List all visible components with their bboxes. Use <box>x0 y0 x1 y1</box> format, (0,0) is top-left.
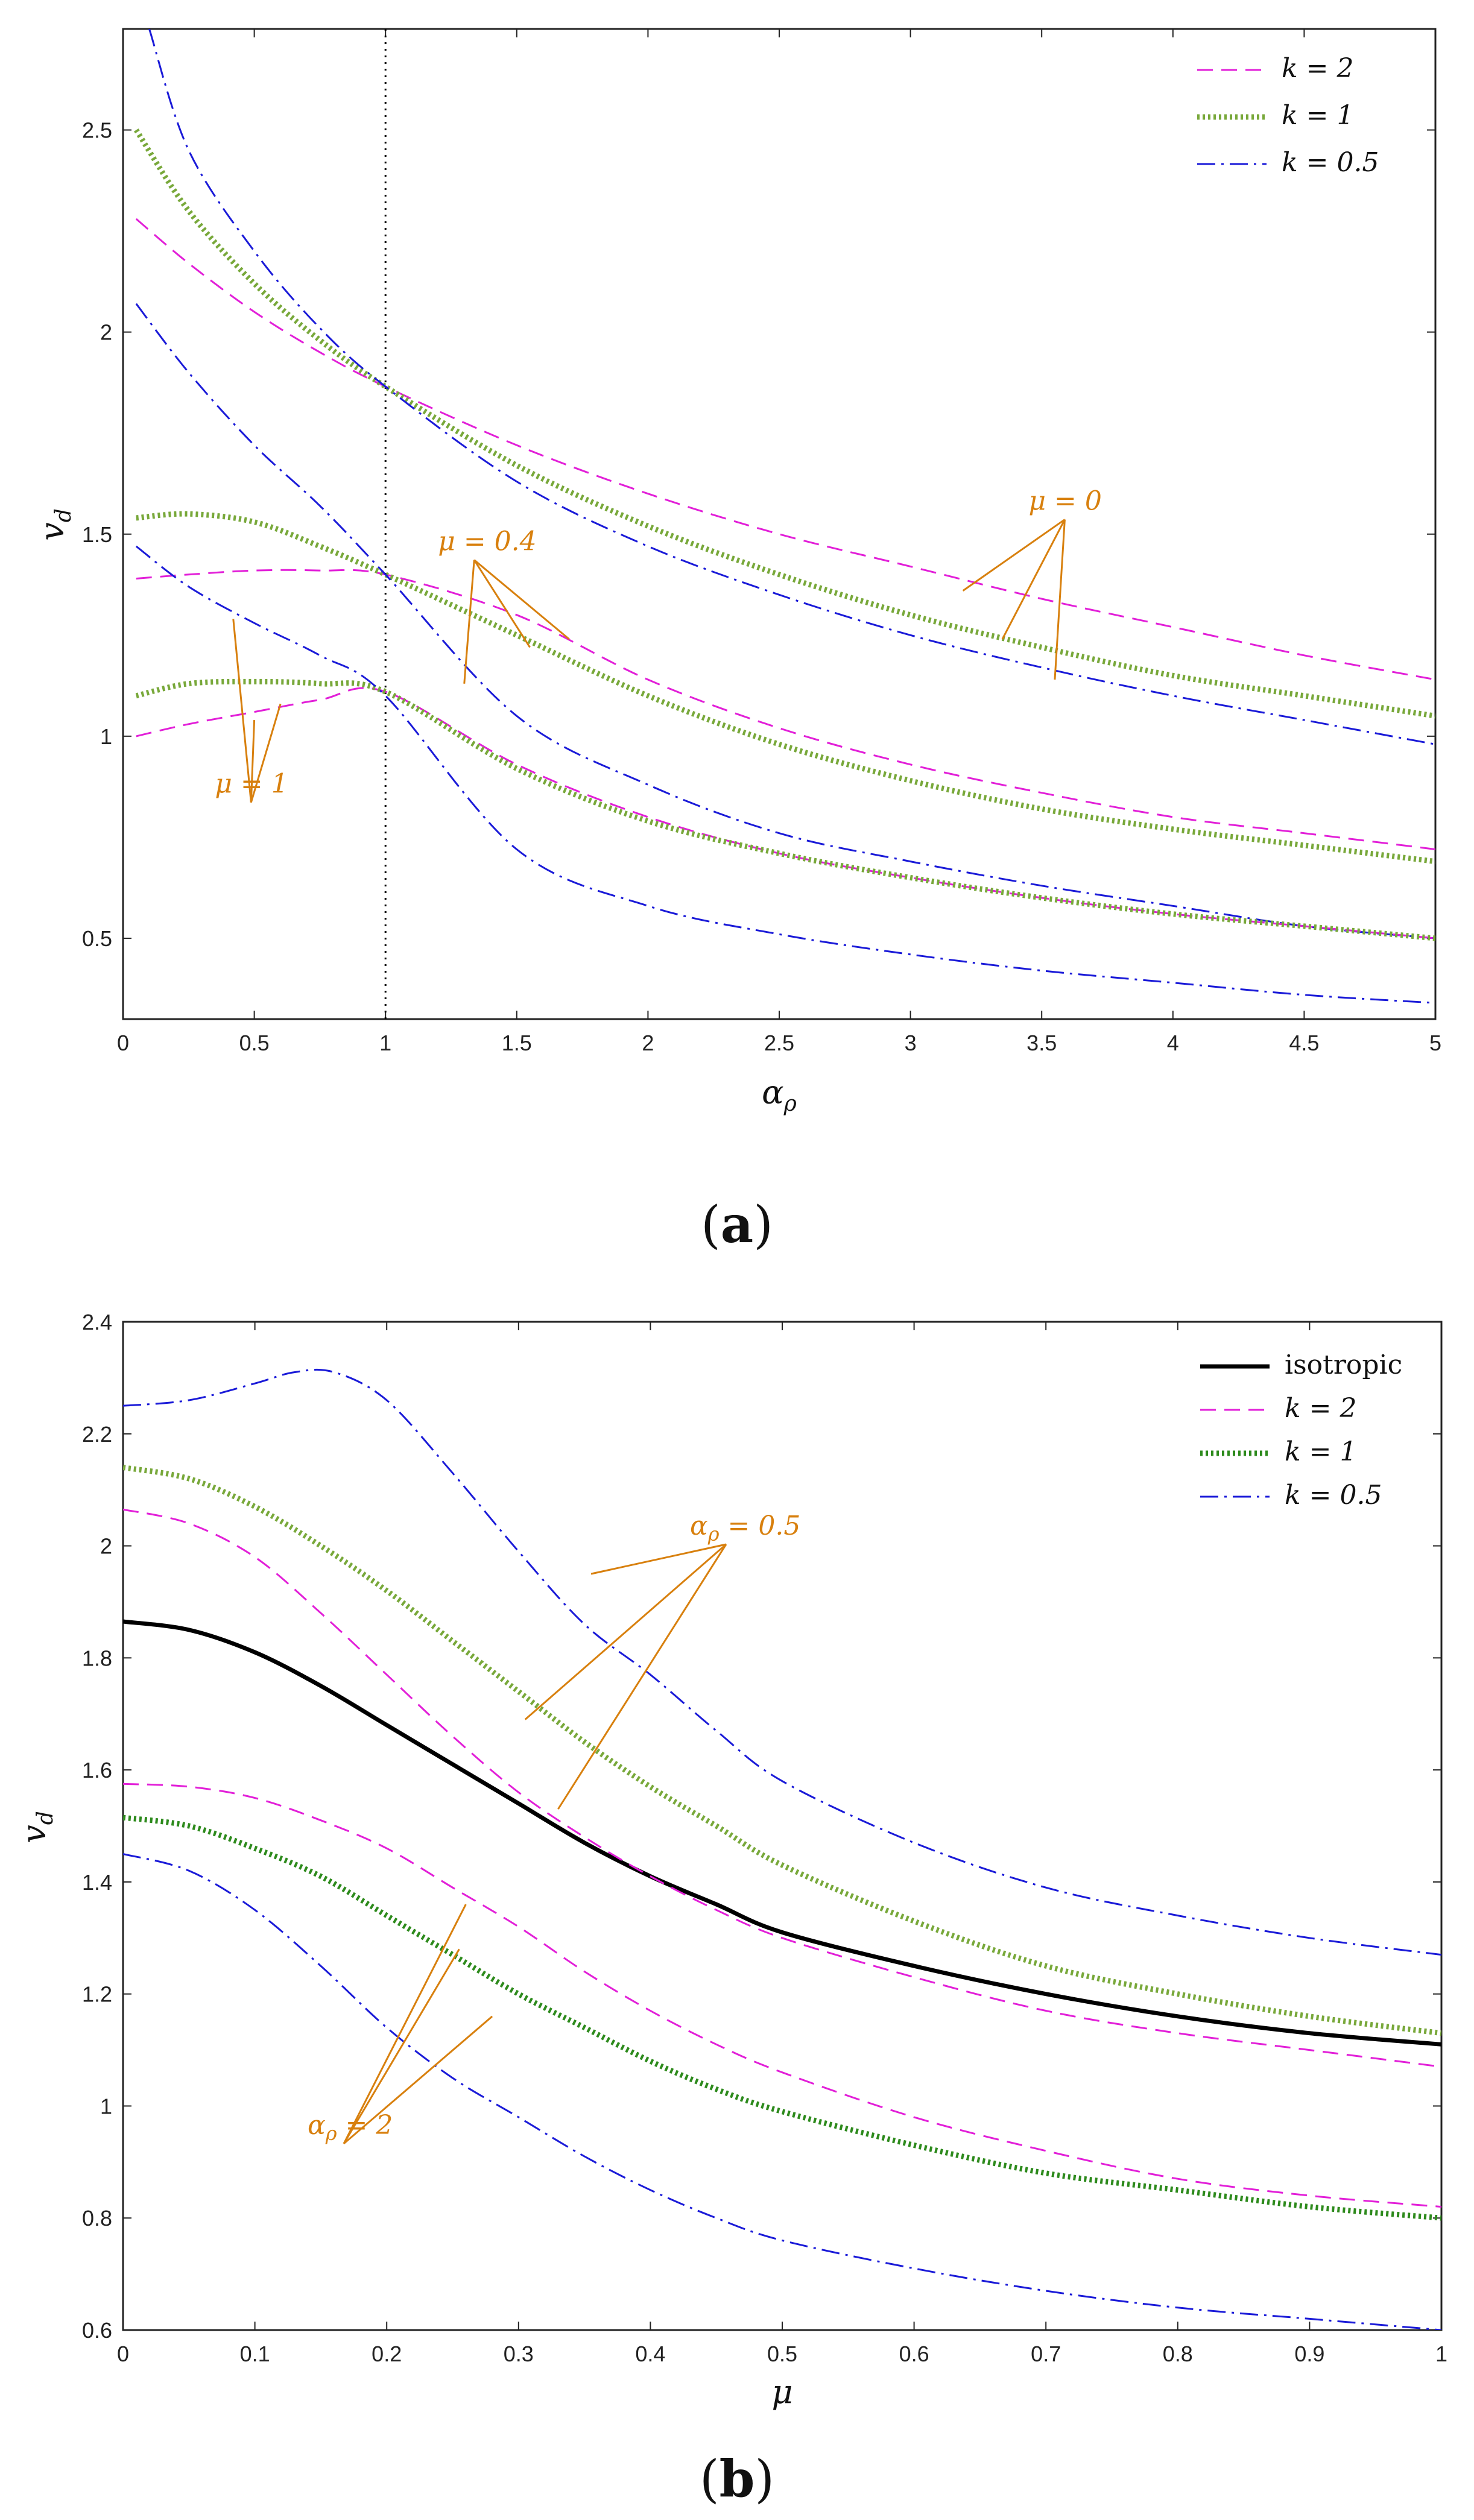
y-tick-label: 1.5 <box>82 522 112 547</box>
x-tick-label: 3 <box>905 1031 917 1055</box>
legend-label: k = 0.5 <box>1282 147 1379 178</box>
x-tick-label: 0.3 <box>504 2342 534 2366</box>
x-tick-label: 1 <box>379 1031 391 1055</box>
series-line-k2 <box>136 569 1435 850</box>
annotation-arrow <box>1001 519 1066 640</box>
y-tick-label: 1.4 <box>82 1870 112 1895</box>
series-line-k05 <box>148 29 1435 745</box>
series-line-k1 <box>135 678 1435 941</box>
annotation-arrow <box>343 1904 467 2144</box>
annotation-label: μ = 0 <box>1028 486 1101 517</box>
annotation-label: αρ = 2 <box>308 2110 393 2145</box>
series-line-k05 <box>135 303 1435 939</box>
legend-label: k = 1 <box>1285 1436 1357 1467</box>
annotation-arrow <box>232 619 252 803</box>
x-axis-label-b: μ <box>771 2373 792 2411</box>
annotation-label: μ = 1 <box>215 769 288 800</box>
y-tick-label: 1.2 <box>82 1982 112 2007</box>
panel-letter-a: a <box>721 1195 753 1254</box>
annotation-arrow <box>343 1948 460 2144</box>
series-line-k05 <box>123 1852 1441 2330</box>
legend-a: k = 2 k = 1 k = 0.5 <box>1167 41 1425 204</box>
series-line-k05 <box>123 1368 1441 1956</box>
annotation-arrow <box>557 1544 727 1810</box>
x-tick-label: 0.5 <box>239 1031 270 1055</box>
y-tick-label: 2.5 <box>82 118 112 143</box>
panel-label-a: (a) <box>701 1195 773 1254</box>
annotation-label: μ = 0.4 <box>438 526 536 557</box>
y-tick-label: 2.2 <box>82 1422 112 1447</box>
y-tick-label: 2 <box>100 320 112 345</box>
series-line-k1 <box>134 128 1435 719</box>
y-tick-label: 2.4 <box>82 1310 112 1334</box>
y-tick-label: 1 <box>100 724 112 749</box>
annotation-arrow <box>962 519 1066 592</box>
panel-label-b: (b) <box>700 2449 774 2509</box>
annotation-arrow <box>343 2015 493 2145</box>
x-tick-label: 1.5 <box>502 1031 532 1055</box>
x-tick-label: 3.5 <box>1026 1031 1057 1055</box>
x-tick-label: 0.4 <box>635 2342 665 2366</box>
x-tick-label: 5 <box>1429 1031 1441 1055</box>
annotation-arrow <box>250 703 282 803</box>
x-tick-label: 4.5 <box>1289 1031 1319 1055</box>
x-tick-label: 0 <box>117 1031 129 1055</box>
y-tick-label: 1.6 <box>82 1758 112 1783</box>
x-tick-label: 2 <box>642 1031 654 1055</box>
x-tick-label: 1 <box>1435 2342 1447 2366</box>
series-line-k1 <box>136 511 1435 865</box>
series-line-k2 <box>136 687 1435 939</box>
x-tick-label: 0.8 <box>1163 2342 1193 2366</box>
annotation-arrow <box>463 560 475 684</box>
series-group-b <box>123 1368 1441 2330</box>
series-line-k2 <box>123 1508 1441 2068</box>
y-tick-label: 0.8 <box>82 2206 112 2231</box>
legend-label: isotropic <box>1285 1350 1402 1380</box>
legend-label: k = 1 <box>1282 100 1354 131</box>
x-tick-label: 0.7 <box>1031 2342 1061 2366</box>
x-tick-label: 2.5 <box>764 1031 794 1055</box>
x-tick-label: 0.9 <box>1294 2342 1324 2366</box>
x-tick-label: 0.2 <box>372 2342 402 2366</box>
x-tick-label: 4 <box>1167 1031 1179 1055</box>
legend-b: isotropic k = 2 k = 1 k = 0.5 <box>1173 1340 1431 1521</box>
legend-label: k = 0.5 <box>1285 1480 1382 1511</box>
panel-letter-b: b <box>720 2449 755 2509</box>
annotation-arrow <box>1054 519 1066 680</box>
y-tick-label: 2 <box>100 1534 112 1559</box>
annotations-a: μ = 0 μ = 0.4 μ = 1 <box>215 486 1102 803</box>
annotation-arrow <box>473 559 570 640</box>
y-tick-label: 1.8 <box>82 1646 112 1670</box>
annotations-b: αρ = 0.5 αρ = 2 <box>308 1511 800 2145</box>
legend-label: k = 2 <box>1285 1393 1357 1424</box>
series-line-k2 <box>123 1783 1441 2208</box>
x-tick-label: 0.5 <box>767 2342 797 2366</box>
chart-panel-a: 0 0.5 1 1.5 2 2.5 3 3.5 4 4.5 50.511.522.5 μ = 0μ … <box>33 28 1441 1254</box>
chart-panel-b: 0 0.1 0.2 0.3 0.4 0.5 0.6 0.7 0.8 0.9 1 0.6 0.8 1 1.2 1… <box>15 1310 1447 2509</box>
y-axis-label-b: vd <box>15 1811 58 1843</box>
y-tick-label: 0.6 <box>82 2318 112 2343</box>
y-tick-label: 0.5 <box>82 926 112 951</box>
x-tick-label: 0 <box>117 2342 129 2366</box>
x-tick-label: 0.1 <box>240 2342 270 2366</box>
annotation-arrow <box>473 559 531 648</box>
x-axis-label-a: αρ <box>762 1073 797 1116</box>
series-line-k2 <box>135 218 1435 681</box>
annotation-arrow <box>524 1543 727 1720</box>
series-line-k05 <box>135 545 1435 1004</box>
legend-label: k = 2 <box>1282 53 1354 84</box>
series-line-k1b <box>123 1814 1441 2221</box>
y-tick-label: 1 <box>100 2094 112 2118</box>
annotation-arrow <box>590 1543 727 1575</box>
annotation-arrow <box>250 719 256 803</box>
x-tick-label: 0.6 <box>899 2342 929 2366</box>
axis-ticks-a: 0 0.5 1 1.5 2 2.5 3 3.5 4 4.5 5 0.5 1 1.5 2 2.5 <box>82 29 1441 1055</box>
axis-ticks-b: 0 0.1 0.2 0.3 0.4 0.5 0.6 0.7 0.8 0.9 1 0.6 0.8 1 1.2 1… <box>82 1310 1447 2366</box>
annotation-label: αρ = 0.5 <box>690 1511 800 1546</box>
y-axis-label-a: vd <box>33 508 76 541</box>
series-group-a <box>134 29 1435 1019</box>
